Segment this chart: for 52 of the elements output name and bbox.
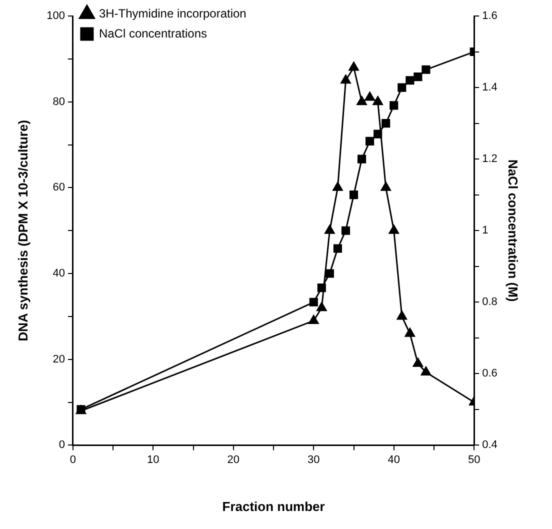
point [364, 92, 375, 101]
point [356, 96, 367, 106]
y-tick-label: 0 [58, 439, 65, 452]
point [420, 366, 432, 376]
point [406, 76, 414, 85]
point [348, 62, 359, 71]
point [396, 310, 407, 320]
legend-label: NaCl concentrations [98, 26, 208, 40]
point [398, 83, 406, 92]
x-tick-label: 40 [388, 454, 400, 466]
point [341, 226, 350, 235]
y2-axis-title: NaCl concentration (M) [506, 159, 521, 302]
y-tick-label: 20 [52, 353, 65, 366]
y2-tick-label: 1.6 [482, 10, 498, 22]
point [380, 182, 391, 191]
point [382, 119, 390, 128]
y-axis-title: DNA synthesis (DPM X 10-3/culture) [15, 120, 30, 342]
y2-tick-label: 0.4 [482, 439, 498, 452]
y-tick-label: 80 [52, 96, 65, 108]
point [340, 74, 351, 84]
point [324, 224, 335, 234]
point [414, 72, 422, 82]
x-tick-label: 20 [227, 454, 240, 466]
x-tick-label: 50 [468, 454, 480, 466]
point [388, 224, 399, 234]
point [404, 328, 416, 337]
y-tick-label: 60 [52, 182, 65, 194]
x-tick-label: 10 [147, 454, 160, 466]
point [309, 298, 318, 306]
y2-tick-label: 0.8 [482, 296, 498, 308]
point [422, 65, 430, 74]
y2-tick-label: 1 [482, 224, 488, 237]
x-tick-label: 30 [308, 454, 320, 466]
point [349, 190, 358, 200]
y2-tick-label: 1.4 [482, 82, 498, 94]
x-axis-title: Fraction number [222, 498, 325, 514]
point [358, 154, 366, 164]
y-tick-label: 100 [46, 10, 65, 22]
point [316, 302, 327, 312]
point [390, 101, 398, 110]
y-tick-label: 40 [52, 268, 65, 280]
point [325, 269, 334, 278]
point [366, 136, 374, 146]
point [372, 96, 383, 106]
y2-tick-label: 1.2 [482, 153, 498, 166]
y2-tick-label: 0.6 [482, 368, 498, 380]
point [412, 358, 424, 367]
point [308, 314, 319, 324]
point [332, 182, 343, 191]
point [333, 244, 342, 253]
x-tick-label: 0 [70, 454, 76, 466]
legend-label: 3H-Thymidine incorporation [98, 6, 246, 20]
